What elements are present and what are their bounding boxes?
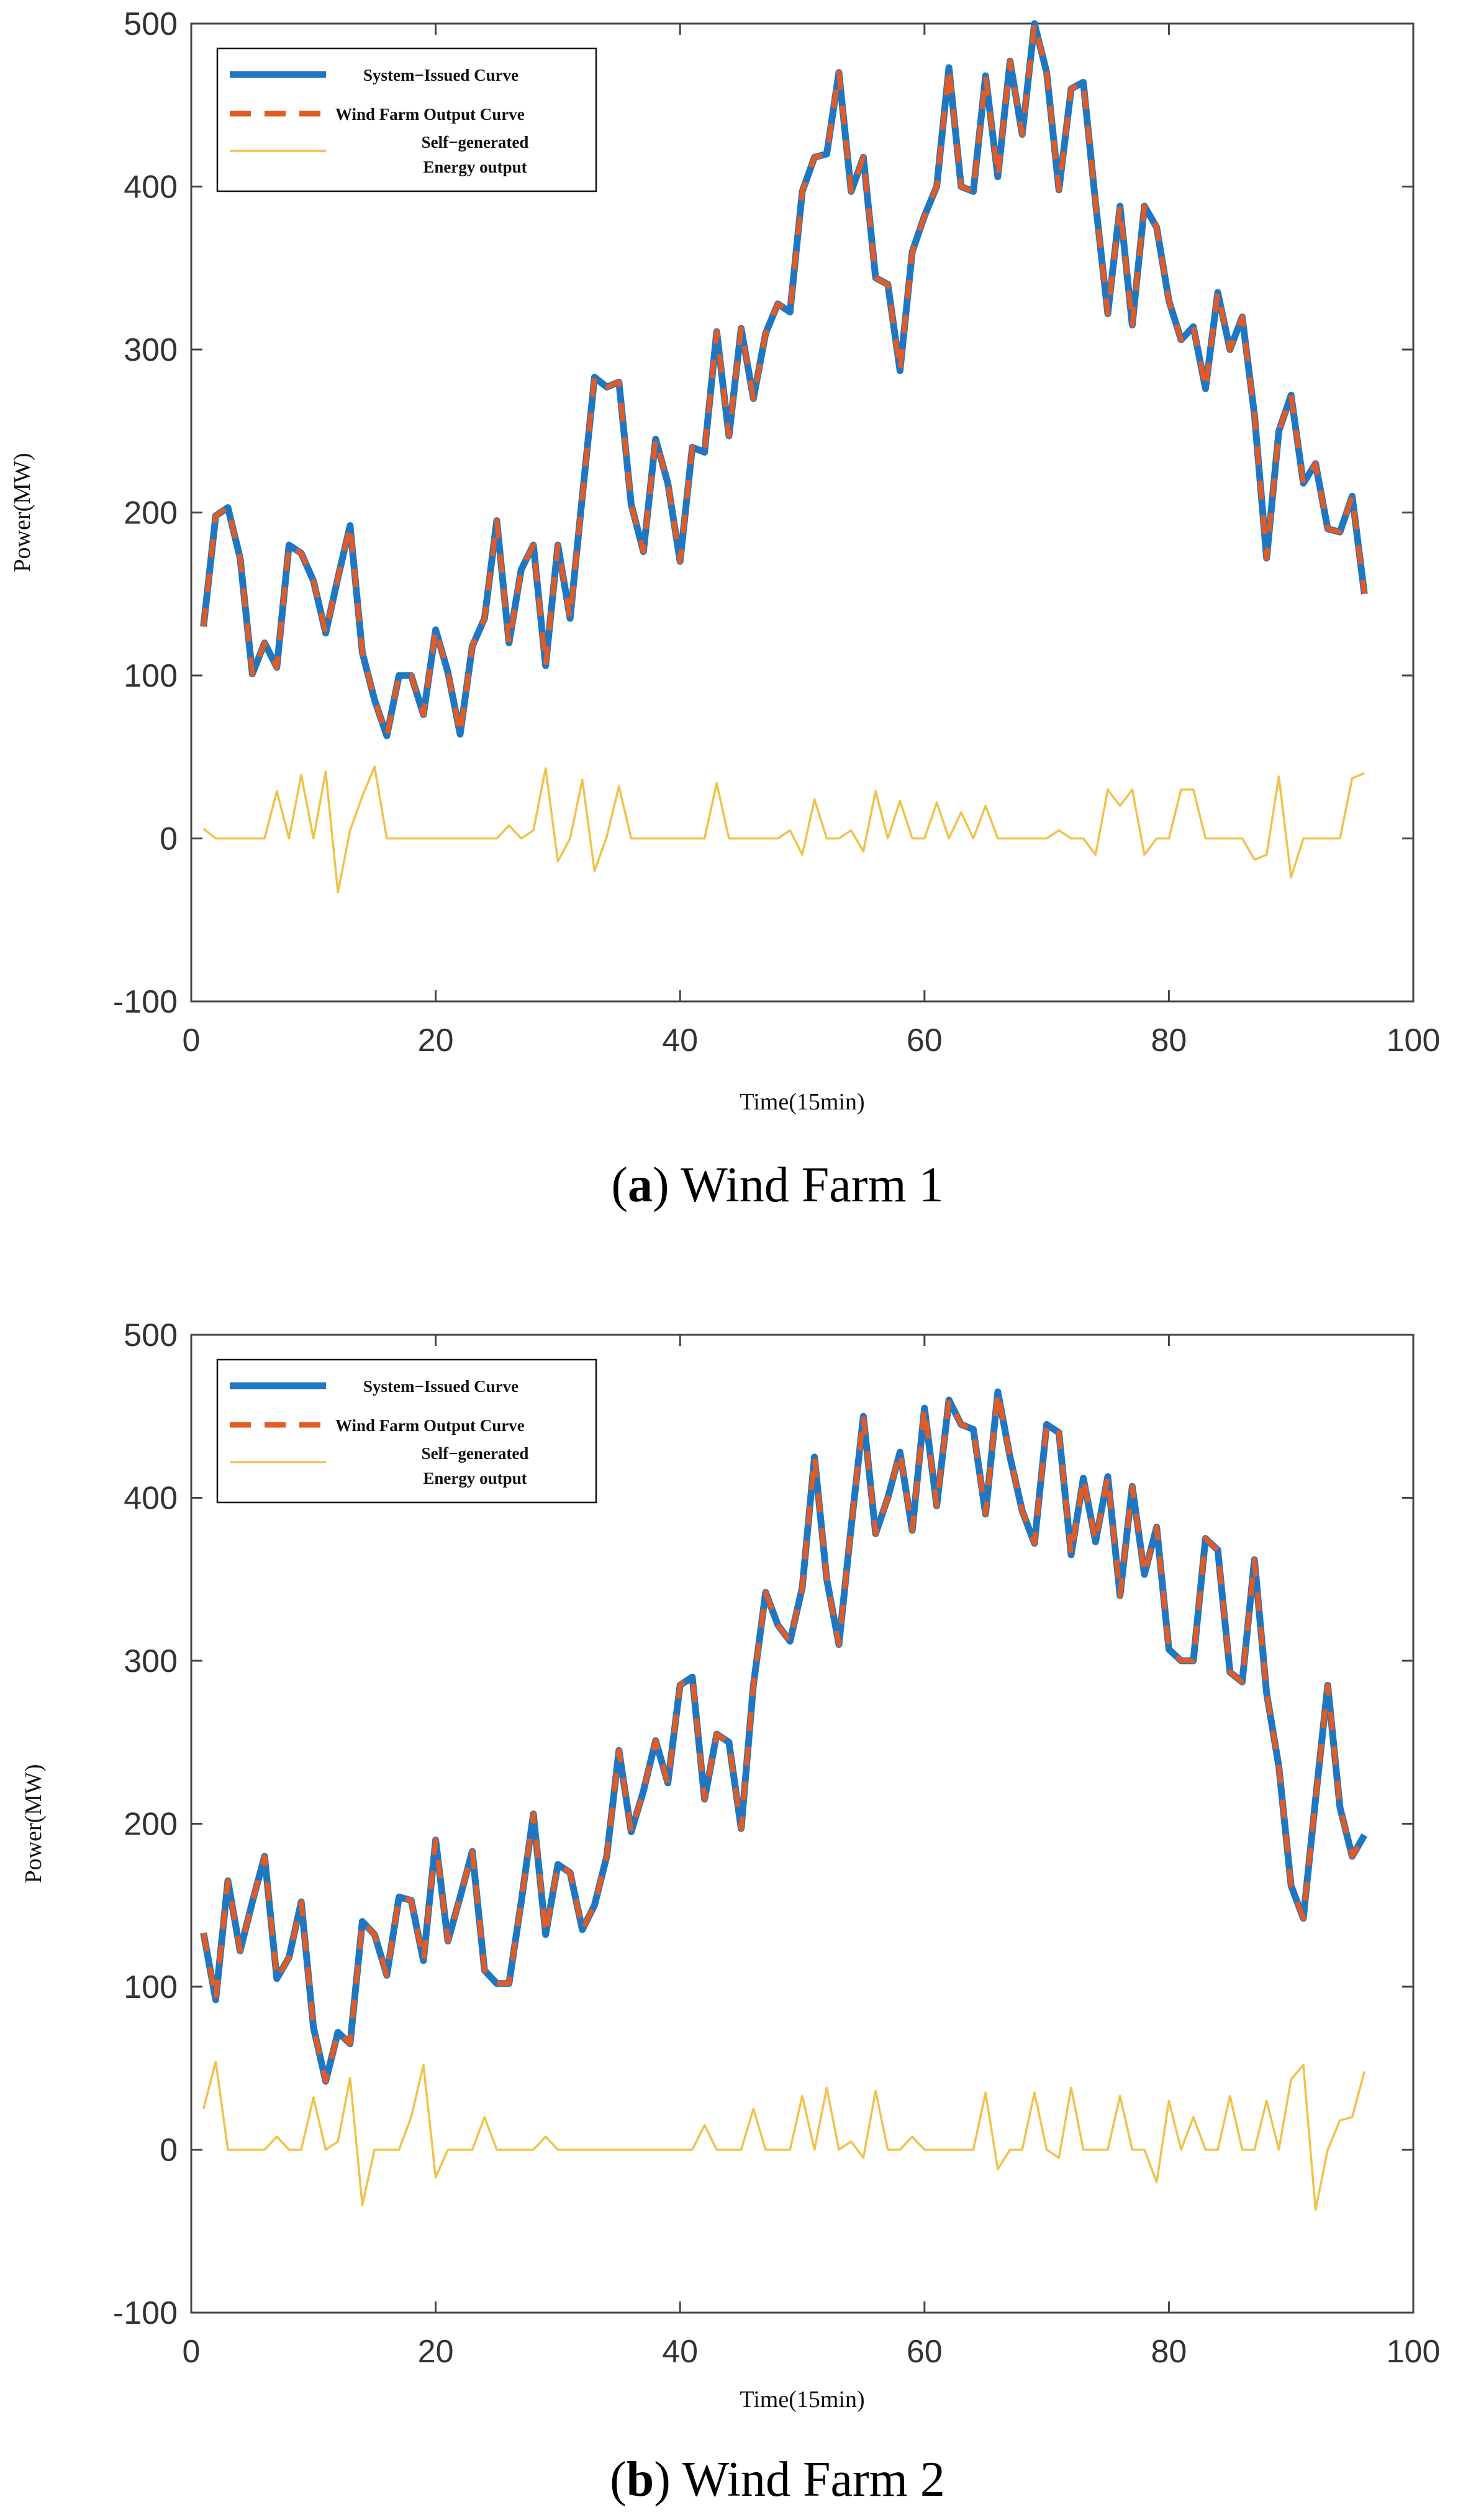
y-tick-label: 500 (124, 1317, 178, 1353)
x-tick-label: 20 (418, 1023, 454, 1059)
legend-label-self-generated: Self−generated (422, 1444, 529, 1463)
x-tick-label: 40 (662, 2334, 698, 2370)
x-tick-label: 40 (662, 1023, 698, 1059)
y-tick-label: -100 (113, 984, 178, 1020)
x-tick-label: 60 (907, 2334, 943, 2370)
y-tick-label: 200 (124, 495, 178, 531)
caption-close-paren: ) (654, 2452, 682, 2507)
series-wind-farm-output-line (201, 1389, 1367, 2084)
x-axis-label: Time(15min) (740, 2387, 864, 2413)
caption-title: Wind Farm 2 (682, 2452, 944, 2507)
legend-label-wind-farm-output: Wind Farm Output Curve (335, 105, 525, 124)
legend-label-energy-output: Energy output (423, 158, 527, 176)
series-self-generated-line (202, 765, 1365, 893)
x-tick-label: 100 (1387, 2334, 1441, 2370)
x-tick-label: 80 (1151, 1023, 1187, 1059)
legend-label-system-issued: System−Issued Curve (363, 66, 518, 84)
caption-letter: a (628, 1158, 653, 1213)
caption-close-paren: ) (653, 1158, 681, 1213)
y-axis-label: Power(MW) (9, 453, 35, 572)
legend-label-self-generated: Self−generated (422, 133, 529, 151)
x-axis-label: Time(15min) (740, 1089, 864, 1115)
y-tick-label: 300 (124, 1643, 178, 1679)
x-tick-label: 20 (418, 2334, 454, 2370)
x-tick-label: 80 (1151, 2334, 1187, 2370)
caption-title: Wind Farm 1 (681, 1158, 943, 1213)
series-wind-farm-output-line (201, 21, 1367, 739)
legend-label-wind-farm-output: Wind Farm Output Curve (335, 1416, 525, 1435)
legend: System−Issued Curve Wind Farm Output Curv… (216, 1358, 597, 1504)
legend-label-energy-output: Energy output (423, 1469, 527, 1488)
y-tick-label: 500 (124, 6, 178, 42)
x-tick-label: 60 (907, 1023, 943, 1059)
series-self-generated-line (202, 2061, 1365, 2211)
y-tick-label: 300 (124, 332, 178, 368)
y-tick-label: 100 (124, 658, 178, 694)
y-axis-label: Power(MW) (20, 1764, 47, 1883)
x-tick-label: 0 (183, 1023, 201, 1059)
y-tick-label: -100 (113, 2295, 178, 2331)
y-tick-label: 400 (124, 1481, 178, 1517)
y-tick-label: 400 (124, 169, 178, 205)
legend: System−Issued Curve Wind Farm Output Curv… (216, 47, 597, 192)
chart-a: 0 20 40 60 80 100-1000100200300400500Time(15m… (9, 6, 1440, 1213)
chart-b: 0 20 40 60 80 100-1000100200300400500Time(15m… (20, 1317, 1440, 2507)
y-tick-label: 200 (124, 1807, 178, 1843)
y-tick-label: 0 (160, 821, 178, 857)
figure-caption: (a) Wind Farm 1 (611, 1158, 943, 1213)
caption-open-paren: ( (610, 2452, 627, 2507)
x-tick-label: 0 (183, 2334, 201, 2370)
x-tick-label: 100 (1387, 1023, 1441, 1059)
caption-letter: b (627, 2452, 654, 2507)
y-tick-label: 100 (124, 1969, 178, 2005)
figure-caption: (b) Wind Farm 2 (610, 2452, 945, 2507)
caption-open-paren: ( (611, 1158, 628, 1213)
y-tick-label: 0 (160, 2133, 178, 2169)
legend-label-system-issued: System−Issued Curve (363, 1377, 518, 1396)
